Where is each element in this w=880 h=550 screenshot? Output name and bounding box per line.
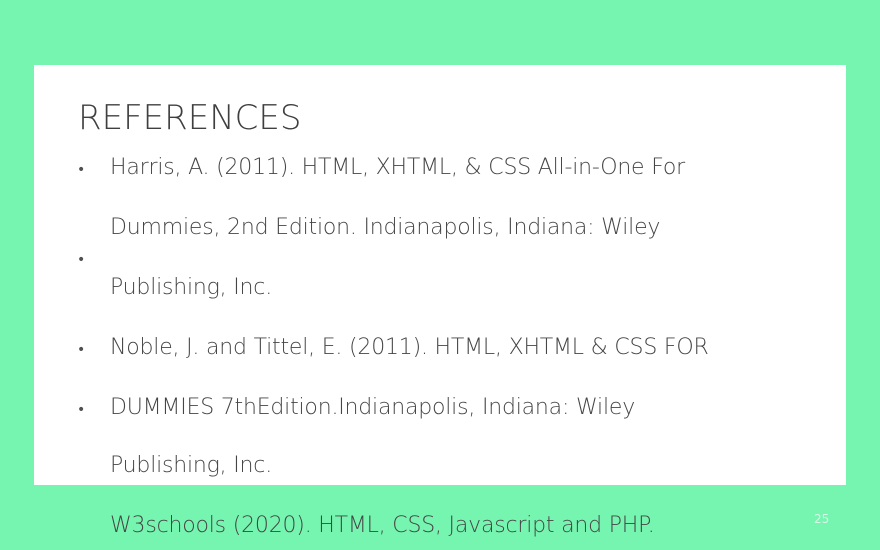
bullet-icon: • <box>77 402 86 418</box>
reference-line: Noble, J. and Tittel, E. (2011). HTML, X… <box>110 335 709 360</box>
reference-line: Publishing, Inc. <box>110 453 272 478</box>
reference-line: Publishing, Inc. <box>110 275 272 300</box>
slide-number: 25 <box>814 512 830 526</box>
bullet-icon: • <box>77 342 86 358</box>
bullet-icon: • <box>77 162 86 178</box>
page-title: REFERENCES <box>78 98 302 138</box>
reference-line: W3schools (2020). HTML, CSS, Javascript … <box>110 513 655 538</box>
reference-line: DUMMIES 7thEdition.Indianapolis, Indiana… <box>110 395 636 420</box>
bullet-icon: • <box>77 252 86 268</box>
reference-line: Dummies, 2nd Edition. Indianapolis, Indi… <box>110 215 661 240</box>
content-card <box>34 65 846 485</box>
reference-line: Harris, A. (2011). HTML, XHTML, & CSS Al… <box>110 155 685 180</box>
